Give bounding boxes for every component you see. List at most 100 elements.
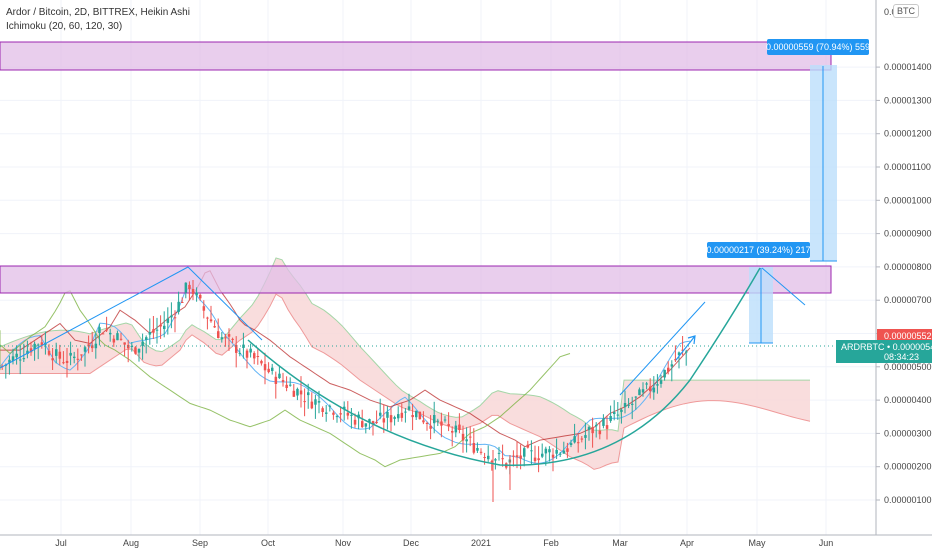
x-tick-label: Aug bbox=[123, 538, 139, 548]
candle-body bbox=[209, 319, 213, 322]
candle-body bbox=[163, 325, 166, 329]
candle-body bbox=[656, 384, 659, 386]
candle-body bbox=[404, 411, 407, 413]
candle-body bbox=[199, 294, 202, 299]
cloud-area bbox=[0, 257, 810, 470]
candle-body bbox=[530, 450, 533, 452]
candle-body bbox=[116, 333, 119, 341]
candle-body bbox=[188, 284, 191, 290]
candle-body bbox=[242, 344, 245, 348]
candle-body bbox=[328, 405, 332, 407]
candle-body bbox=[119, 338, 123, 340]
candle-body bbox=[415, 410, 418, 418]
candle-body bbox=[613, 412, 616, 414]
candle-body bbox=[141, 341, 144, 347]
candle-body bbox=[245, 350, 249, 358]
candles bbox=[1, 280, 688, 502]
candle-body bbox=[361, 421, 364, 427]
candle-body bbox=[501, 458, 504, 460]
candle-body bbox=[206, 317, 209, 319]
x-tick-label: Apr bbox=[680, 538, 694, 548]
candle-body bbox=[152, 329, 155, 333]
candle-body bbox=[256, 356, 260, 357]
candle-body bbox=[461, 433, 465, 441]
candle-body bbox=[670, 364, 674, 367]
candle-body bbox=[127, 344, 130, 349]
candle-body bbox=[631, 403, 634, 405]
candle-body bbox=[551, 454, 555, 458]
candle-body bbox=[130, 346, 134, 347]
last-price-label: 0.00000552 bbox=[884, 331, 932, 341]
currency-button[interactable]: BTC bbox=[893, 4, 919, 18]
candle-body bbox=[29, 348, 33, 353]
measure-ranges bbox=[749, 65, 837, 344]
candle-body bbox=[587, 427, 591, 430]
candle-body bbox=[296, 388, 299, 396]
x-tick-label: Feb bbox=[543, 538, 559, 548]
candle-body bbox=[497, 452, 501, 454]
candle-body bbox=[400, 412, 404, 418]
candle-body bbox=[195, 292, 198, 296]
candle-body bbox=[285, 384, 288, 388]
candle-body bbox=[533, 457, 537, 462]
drawings bbox=[0, 266, 876, 467]
candle-body bbox=[602, 418, 605, 426]
candle-body bbox=[173, 317, 177, 319]
candle-body bbox=[65, 360, 69, 363]
candle-body bbox=[314, 399, 317, 405]
candle-body bbox=[411, 415, 414, 418]
candle-body bbox=[677, 352, 681, 356]
candle-body bbox=[253, 353, 256, 359]
candle-body bbox=[58, 351, 62, 359]
candle-body bbox=[479, 451, 483, 453]
candle-body bbox=[638, 389, 641, 396]
candle-body bbox=[674, 359, 677, 361]
candle-body bbox=[40, 342, 44, 346]
candle-body bbox=[627, 404, 630, 406]
candle-body bbox=[433, 415, 436, 424]
symbol-price-bg bbox=[836, 340, 932, 363]
x-tick-label: Jun bbox=[819, 538, 834, 548]
candle-body bbox=[101, 333, 105, 335]
candle-body bbox=[389, 415, 393, 423]
candle-body bbox=[170, 315, 173, 318]
x-tick-label: Oct bbox=[261, 538, 276, 548]
candle-body bbox=[37, 344, 40, 346]
channel-top bbox=[619, 301, 706, 396]
candle-body bbox=[11, 356, 15, 361]
candle-body bbox=[8, 359, 11, 363]
cloud-span-a bbox=[0, 257, 810, 432]
price-axis: 0.00000100 0.00000200 0.00000300 0.00000400… bbox=[836, 0, 932, 550]
candle-body bbox=[472, 443, 476, 453]
candle-body bbox=[667, 367, 670, 372]
candle-body bbox=[87, 344, 90, 347]
candle-body bbox=[159, 324, 162, 327]
candle-body bbox=[220, 337, 224, 340]
candle-body bbox=[51, 358, 54, 361]
candle-body bbox=[469, 436, 472, 438]
candle-body bbox=[526, 444, 530, 448]
candle-body bbox=[339, 413, 342, 415]
callouts: 0.00000217 (39.24%) 217 0.00000559 (70.94… bbox=[706, 39, 870, 258]
y-tick-label: 0.00000100 bbox=[884, 495, 932, 505]
candle-body bbox=[177, 301, 180, 312]
candle-body bbox=[393, 417, 396, 419]
trend-line-up bbox=[0, 266, 189, 369]
candle-body bbox=[569, 443, 573, 445]
x-tick-label: Jul bbox=[55, 538, 67, 548]
candle-body bbox=[267, 368, 270, 373]
candle-body bbox=[227, 334, 231, 337]
candle-body bbox=[148, 332, 152, 335]
candle-body bbox=[375, 421, 378, 423]
y-tick-label: 0.00001000 bbox=[884, 195, 932, 205]
candle-body bbox=[382, 418, 386, 423]
candle-body bbox=[440, 421, 443, 426]
candle-body bbox=[422, 420, 425, 423]
y-tick-label: 0.00000900 bbox=[884, 229, 932, 239]
candle-body bbox=[263, 364, 267, 371]
chart-title: Ardor / Bitcoin, 2D, BITTREX, Heikin Ash… bbox=[6, 7, 190, 18]
candle-body bbox=[685, 351, 688, 353]
x-tick-label: Nov bbox=[335, 538, 352, 548]
candle-body bbox=[487, 455, 490, 460]
